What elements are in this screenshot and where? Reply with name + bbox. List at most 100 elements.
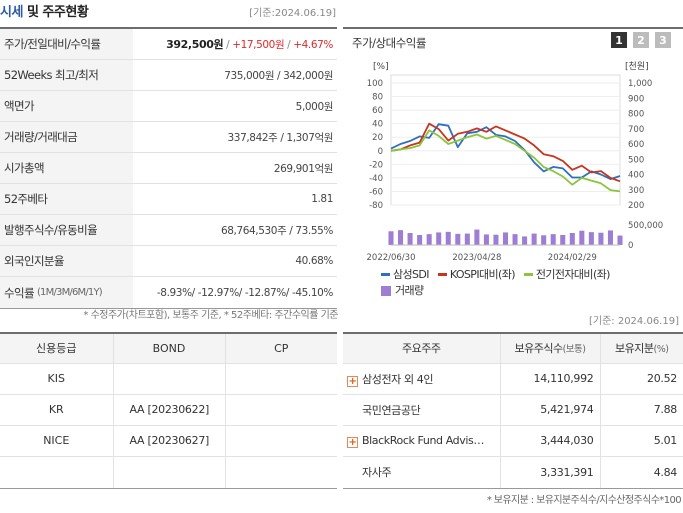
return-6m: -12.87% xyxy=(244,286,286,299)
expand-plus-icon[interactable]: + xyxy=(347,375,358,387)
legend-label: 삼성SDI xyxy=(393,267,430,281)
left-tick-label: -60 xyxy=(369,187,383,197)
return-3m: -12.97% xyxy=(197,286,239,299)
stats-label: 52주베타 xyxy=(0,184,133,214)
return-1m: -8.93% xyxy=(156,286,192,299)
volume-bar xyxy=(464,233,470,245)
header-sub: (%) xyxy=(653,344,669,356)
legend-label: 거래량 xyxy=(395,283,424,297)
legend-item-sdi[interactable]: 삼성SDI xyxy=(381,267,430,283)
table-row: 국민연금공단 5,421,974 7.88 xyxy=(343,394,683,426)
right-tick-label: 400 xyxy=(628,171,644,181)
stats-row-volume: 거래량/거래대금 337,842주 / 1,307억원 xyxy=(0,122,337,153)
stats-row-52weeks: 52Weeks 최고/최저 735,000원 / 342,000원 xyxy=(0,60,337,91)
holder-shares: 3,444,030 xyxy=(499,425,600,457)
credit-cp xyxy=(224,425,337,457)
legend-item-sector[interactable]: 전기전자대비(좌) xyxy=(523,267,611,283)
credit-header-cp: CP xyxy=(224,333,337,364)
current-price: 392,500원 xyxy=(166,38,224,51)
stats-footnote: * 수정주가(차트포함), 보통주 기준, * 52주베타: 주간수익률 기준 xyxy=(83,310,338,321)
header-text: 보유지분 xyxy=(615,342,654,356)
credit-header-agency: 신용등급 xyxy=(0,333,113,364)
volume-bar xyxy=(579,230,585,245)
legend-item-volume[interactable]: 거래량 xyxy=(381,283,424,299)
holder-ratio: 5.01 xyxy=(599,425,683,457)
table-row: + BlackRock Fund Advis… 3,444,030 5.01 xyxy=(343,425,683,457)
holder-name-cell: + 삼성전자 외 4인 xyxy=(343,363,500,395)
volume-bar xyxy=(436,232,442,245)
holder-shares: 14,110,992 xyxy=(499,363,600,395)
stats-label: 시가총액 xyxy=(0,153,133,183)
stats-label: 액면가 xyxy=(0,91,133,121)
stats-row-returns: 수익률 (1M/3M/6M/1Y) -8.93%/ -12.97%/ -12.87… xyxy=(0,277,337,309)
credit-agency: KIS xyxy=(0,363,113,395)
left-tick-label: 80 xyxy=(372,93,383,103)
volume-bar xyxy=(445,231,451,245)
header-text: 보유주식수 xyxy=(514,342,563,356)
price-change: +17,500원 xyxy=(232,39,285,51)
expand-plus-icon[interactable]: + xyxy=(347,436,358,448)
volume-bar xyxy=(598,232,604,245)
base-date: [기준:2024.06.19] xyxy=(249,8,336,19)
returns-label: 수익률 xyxy=(4,285,35,300)
right-tick-label: 300 xyxy=(628,186,644,196)
holders-header-shares: 보유주식수(보통) xyxy=(499,333,600,364)
table-row: NICE AA [20230627] xyxy=(0,425,337,457)
volume-bar xyxy=(455,233,461,245)
stats-row-price: 주가/전일대비/수익률 392,500원 / +17,500원 / +4.67% xyxy=(0,29,337,60)
section-title: 시세 및 주주현황 xyxy=(0,1,89,20)
legend-label: 전기전자대비(좌) xyxy=(535,267,611,281)
right-axis-unit: [천원] xyxy=(625,61,649,72)
chart-page-1-button[interactable]: 1 xyxy=(611,32,627,48)
volume-bar xyxy=(417,235,423,245)
left-tick-label: 40 xyxy=(372,120,383,130)
volume-tick-label: 500,000 xyxy=(628,221,663,231)
title-highlight: 시세 xyxy=(0,5,23,20)
holder-name-cell: 국민연금공단 xyxy=(343,394,500,426)
right-tick-label: 500 xyxy=(628,155,644,165)
holder-name[interactable]: 삼성전자 외 4인 xyxy=(362,372,434,386)
holders-footnote: * 보유지분 : 보유지분주식수/지수산정주식수*100 xyxy=(486,495,682,506)
table-row: KIS xyxy=(0,363,337,395)
stats-row-par-value: 액면가 5,000원 xyxy=(0,91,337,122)
credit-bond xyxy=(112,363,225,395)
left-tick-label: 20 xyxy=(372,133,383,143)
holder-shares: 3,331,391 xyxy=(499,456,600,489)
stats-value: 40.68% xyxy=(295,255,333,267)
volume-bar xyxy=(502,232,509,245)
stats-label: 주가/전일대비/수익률 xyxy=(0,29,133,59)
volume-bar xyxy=(398,230,404,245)
stats-value: 5,000원 xyxy=(295,100,334,113)
volume-bar xyxy=(512,234,518,245)
holder-name[interactable]: BlackRock Fund Advis… xyxy=(362,433,484,447)
separator: / xyxy=(223,39,233,51)
volume-bar xyxy=(483,234,489,245)
legend-box-icon xyxy=(381,285,391,296)
holders-header-ratio: 보유지분(%) xyxy=(599,333,683,364)
holder-shares: 5,421,974 xyxy=(499,394,600,426)
chart-page-3-button[interactable]: 3 xyxy=(655,32,671,48)
volume-tick-label: 0 xyxy=(628,241,633,251)
volume-bar xyxy=(588,232,594,245)
table-row: KR AA [20230622] xyxy=(0,394,337,426)
returns-period: (1M/3M/6M/1Y) xyxy=(36,287,103,298)
returns-values: -8.93%/ -12.97%/ -12.87%/ -45.10% xyxy=(156,286,333,299)
legend-item-kospi[interactable]: KOSPI대비(좌) xyxy=(437,267,516,283)
left-tick-label: -80 xyxy=(369,201,383,211)
price-stats-table: 주가/전일대비/수익률 392,500원 / +17,500원 / +4.67%… xyxy=(0,27,337,309)
volume-bar xyxy=(607,230,613,245)
holder-name-cell: + BlackRock Fund Advis… xyxy=(343,425,500,457)
chart-page-buttons: 1 2 3 xyxy=(611,32,671,48)
chart-page-2-button[interactable]: 2 xyxy=(633,32,649,48)
left-tick-label: -40 xyxy=(369,174,383,184)
credit-cp xyxy=(224,394,337,426)
header-sub: (보통) xyxy=(562,344,586,356)
chart-legend: 삼성SDI KOSPI대비(좌) 전기전자대비(좌) 거래량 xyxy=(381,265,671,301)
right-tick-label: 800 xyxy=(628,110,644,120)
left-tick-label: -20 xyxy=(369,160,383,170)
left-tick-label: 60 xyxy=(372,106,383,116)
credit-cp xyxy=(224,456,337,489)
holder-ratio: 20.52 xyxy=(599,363,683,395)
credit-cp xyxy=(224,363,337,395)
volume-bar xyxy=(474,229,480,245)
